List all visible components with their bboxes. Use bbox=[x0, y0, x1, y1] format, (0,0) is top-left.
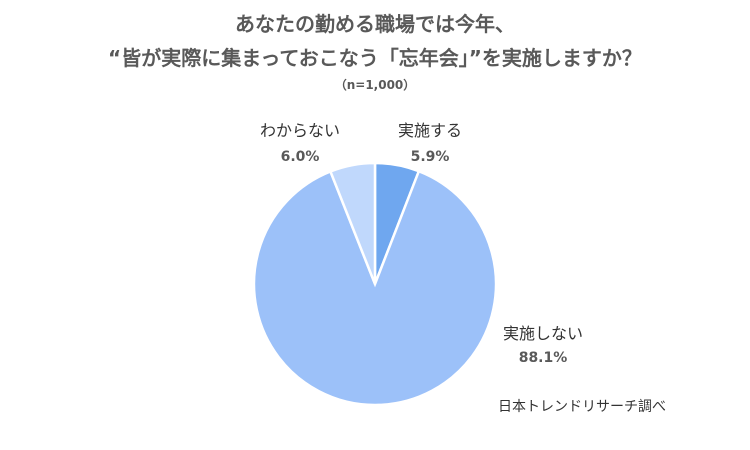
chart-title-line2: “皆が実際に集まっておこなう「忘年会」”を実施しますか？ bbox=[108, 46, 642, 70]
slice-value-2: 88.1% bbox=[519, 350, 568, 366]
slice-label-3: わからない bbox=[260, 121, 340, 140]
chart-title-line1: あなたの勤める職場では今年、 bbox=[235, 12, 515, 36]
pie-slice-2 bbox=[252, 169, 498, 407]
pie-slice-3 bbox=[328, 161, 377, 285]
slice-value-3: 6.0% bbox=[281, 149, 320, 165]
slice-value-1: 5.9% bbox=[411, 149, 450, 165]
chart-subtitle: （n=1,000） bbox=[334, 78, 416, 92]
source-credit: 日本トレンドリサーチ調べ bbox=[498, 399, 666, 415]
slice-label-1: 実施する bbox=[398, 121, 462, 140]
slice-label-2: 実施しない bbox=[503, 324, 583, 343]
